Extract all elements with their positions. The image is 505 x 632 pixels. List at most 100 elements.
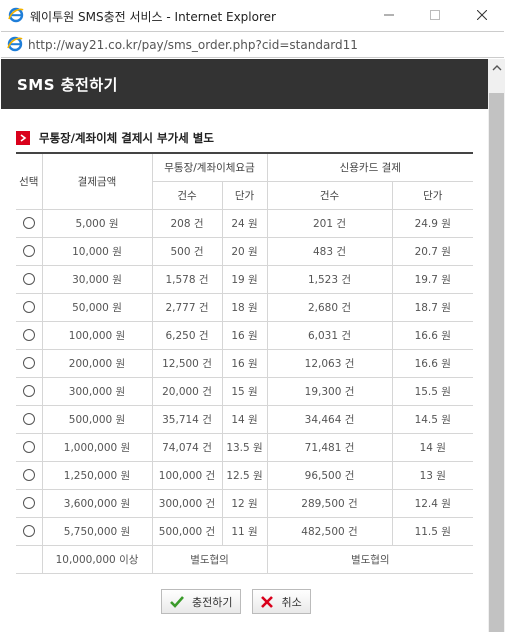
x-icon bbox=[261, 595, 274, 608]
amount-cell: 1,000,000 원 bbox=[41, 433, 152, 462]
card-count-cell: 1,523 건 bbox=[266, 265, 393, 294]
amount-cell: 10,000 원 bbox=[41, 237, 152, 266]
card-unit-cell: 16.6 원 bbox=[391, 349, 474, 378]
header-bank-count: 건수 bbox=[151, 181, 222, 210]
amount-cell: 10,000,000 이상 bbox=[41, 545, 152, 574]
bank-unit-cell: 19 원 bbox=[221, 265, 268, 294]
bank-count-cell: 300,000 건 bbox=[151, 489, 222, 518]
table-row: 500,000 원 35,714 건 14 원 34,464 건 14.5 원 bbox=[16, 405, 474, 434]
header-card-unit: 단가 bbox=[391, 181, 474, 210]
card-unit-cell: 20.7 원 bbox=[391, 237, 474, 266]
bank-count-cell: 12,500 건 bbox=[151, 349, 222, 378]
card-count-cell: 71,481 건 bbox=[266, 433, 393, 462]
card-unit-cell: 15.5 원 bbox=[391, 377, 474, 406]
amount-radio[interactable] bbox=[22, 273, 35, 285]
window-title: 웨이투원 SMS충전 서비스 - Internet Explorer bbox=[30, 10, 276, 24]
bank-count-cell: 6,250 건 bbox=[151, 321, 222, 350]
card-unit-cell: 19.7 원 bbox=[391, 265, 474, 294]
bank-count-cell: 1,578 건 bbox=[151, 265, 222, 294]
table-row: 10,000 원 500 건 20 원 483 건 20.7 원 bbox=[16, 237, 474, 266]
amount-radio[interactable] bbox=[22, 497, 35, 509]
table-row: 30,000 원 1,578 건 19 원 1,523 건 19.7 원 bbox=[16, 265, 474, 294]
card-unit-cell: 24.9 원 bbox=[391, 209, 474, 238]
amount-radio[interactable] bbox=[22, 329, 35, 341]
card-unit-cell: 14 원 bbox=[391, 433, 474, 462]
amount-radio[interactable] bbox=[22, 469, 35, 481]
address-bar[interactable]: http://way21.co.kr/pay/sms_order.php?cid… bbox=[1, 31, 504, 58]
card-count-cell: 482,500 건 bbox=[266, 517, 393, 546]
bank-negotiable-cell: 별도협의 bbox=[151, 545, 268, 574]
minimize-icon[interactable] bbox=[366, 0, 412, 30]
amount-cell: 1,250,000 원 bbox=[41, 461, 152, 490]
amount-cell: 5,000 원 bbox=[41, 209, 152, 238]
amount-cell: 5,750,000 원 bbox=[41, 517, 152, 546]
table-row: 300,000 원 20,000 건 15 원 19,300 건 15.5 원 bbox=[16, 377, 474, 406]
bank-unit-cell: 12 원 bbox=[221, 489, 268, 518]
card-unit-cell: 12.4 원 bbox=[391, 489, 474, 518]
page-header: SMS 충전하기 bbox=[1, 59, 488, 109]
amount-radio[interactable] bbox=[22, 217, 35, 229]
card-count-cell: 483 건 bbox=[266, 237, 393, 266]
header-amount: 결제금액 bbox=[41, 152, 152, 210]
card-count-cell: 2,680 건 bbox=[266, 293, 393, 322]
amount-cell: 200,000 원 bbox=[41, 349, 152, 378]
header-card: 신용카드 결제 bbox=[266, 152, 474, 182]
close-icon[interactable] bbox=[459, 0, 505, 30]
cancel-button-label: 취소 bbox=[281, 595, 302, 609]
url-text[interactable]: http://way21.co.kr/pay/sms_order.php?cid… bbox=[28, 38, 358, 52]
bank-unit-cell: 11 원 bbox=[221, 517, 268, 546]
scroll-thumb[interactable] bbox=[489, 93, 504, 632]
amount-radio[interactable] bbox=[22, 413, 35, 425]
card-unit-cell: 18.7 원 bbox=[391, 293, 474, 322]
table-row: 100,000 원 6,250 건 16 원 6,031 건 16.6 원 bbox=[16, 321, 474, 350]
maximize-icon[interactable] bbox=[412, 0, 458, 30]
charge-button[interactable]: 충전하기 bbox=[161, 589, 242, 614]
bank-unit-cell: 16 원 bbox=[221, 349, 268, 378]
card-count-cell: 96,500 건 bbox=[266, 461, 393, 490]
page-content: SMS 충전하기 무통장/계좌이체 결제시 부가세 별도 선택 결제금액 무통장… bbox=[1, 59, 488, 632]
card-count-cell: 289,500 건 bbox=[266, 489, 393, 518]
amount-radio[interactable] bbox=[22, 441, 35, 453]
table-row: 5,000 원 208 건 24 원 201 건 24.9 원 bbox=[16, 209, 474, 238]
amount-cell: 3,600,000 원 bbox=[41, 489, 152, 518]
amount-cell: 30,000 원 bbox=[41, 265, 152, 294]
cancel-button[interactable]: 취소 bbox=[252, 589, 311, 614]
check-icon bbox=[170, 595, 184, 608]
amount-cell: 300,000 원 bbox=[41, 377, 152, 406]
section-title: 무통장/계좌이체 결제시 부가세 별도 bbox=[16, 131, 214, 145]
table-row: 1,250,000 원 100,000 건 12.5 원 96,500 건 13 원 bbox=[16, 461, 474, 490]
window-titlebar: 웨이투원 SMS충전 서비스 - Internet Explorer bbox=[0, 0, 505, 30]
amount-radio[interactable] bbox=[22, 357, 35, 369]
bank-count-cell: 100,000 건 bbox=[151, 461, 222, 490]
amount-radio[interactable] bbox=[22, 301, 35, 313]
bank-unit-cell: 20 원 bbox=[221, 237, 268, 266]
ie-icon bbox=[7, 36, 23, 56]
bank-unit-cell: 15 원 bbox=[221, 377, 268, 406]
charge-button-label: 충전하기 bbox=[192, 595, 233, 609]
card-unit-cell: 14.5 원 bbox=[391, 405, 474, 434]
table-row: 200,000 원 12,500 건 16 원 12,063 건 16.6 원 bbox=[16, 349, 474, 378]
header-bank-unit: 단가 bbox=[221, 181, 268, 210]
bank-unit-cell: 24 원 bbox=[221, 209, 268, 238]
amount-radio[interactable] bbox=[22, 245, 35, 257]
amount-radio[interactable] bbox=[22, 525, 35, 537]
table-row: 3,600,000 원 300,000 건 12 원 289,500 건 12.4 원 bbox=[16, 489, 474, 518]
price-table: 선택 결제금액 무통장/계좌이체요금 신용카드 결제 건수 단가 건수 단가 5… bbox=[16, 152, 474, 574]
card-count-cell: 12,063 건 bbox=[266, 349, 393, 378]
bank-count-cell: 208 건 bbox=[151, 209, 222, 238]
page-title: SMS 충전하기 bbox=[17, 75, 118, 94]
card-count-cell: 34,464 건 bbox=[266, 405, 393, 434]
bank-count-cell: 500,000 건 bbox=[151, 517, 222, 546]
card-count-cell: 6,031 건 bbox=[266, 321, 393, 350]
scroll-up-icon[interactable] bbox=[488, 59, 505, 76]
table-row: 5,750,000 원 500,000 건 11 원 482,500 건 11.5 원 bbox=[16, 517, 474, 546]
button-group: 충전하기 취소 bbox=[161, 589, 311, 614]
amount-radio[interactable] bbox=[22, 385, 35, 397]
card-negotiable-cell: 별도협의 bbox=[266, 545, 474, 574]
vertical-scrollbar[interactable] bbox=[488, 59, 505, 632]
ie-icon bbox=[8, 7, 24, 27]
card-unit-cell: 13 원 bbox=[391, 461, 474, 490]
bank-count-cell: 2,777 건 bbox=[151, 293, 222, 322]
bank-unit-cell: 13.5 원 bbox=[221, 433, 268, 462]
header-card-count: 건수 bbox=[266, 181, 393, 210]
